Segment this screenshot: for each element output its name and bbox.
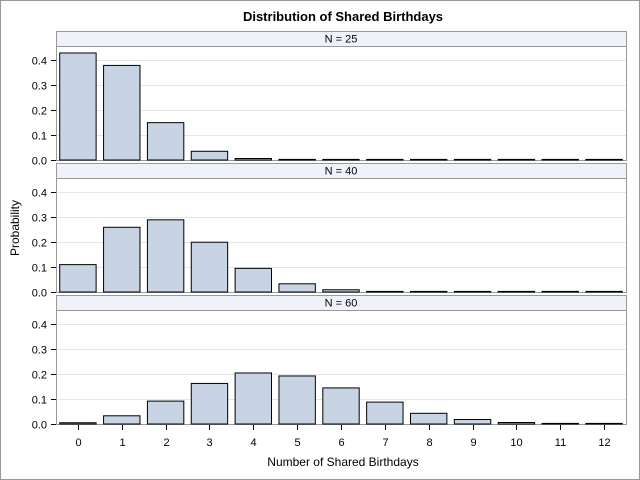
chart-title: Distribution of Shared Birthdays bbox=[243, 9, 443, 24]
bar bbox=[366, 290, 404, 293]
bar bbox=[453, 158, 492, 161]
bar bbox=[103, 226, 141, 293]
y-tick-label: 0.0 bbox=[32, 420, 47, 432]
x-tick-label: 9 bbox=[470, 437, 476, 449]
y-tick-label: 0.0 bbox=[32, 288, 47, 300]
bar bbox=[59, 264, 97, 293]
panel: N = 60 0.0 0.1 0.2 0.3 0.4 bbox=[32, 295, 627, 432]
bar bbox=[366, 158, 404, 161]
y-tick-label: 0.4 bbox=[32, 320, 47, 332]
panel-strip-label: N = 40 bbox=[325, 166, 358, 178]
y-tick-label: 0.2 bbox=[32, 370, 47, 382]
panel: N = 25 0.0 0.1 0.2 0.3 0.4 bbox=[32, 31, 627, 168]
x-tick-label: 6 bbox=[338, 437, 344, 449]
bar bbox=[190, 241, 229, 293]
x-tick-label: 0 bbox=[75, 437, 81, 449]
bar bbox=[190, 150, 229, 161]
bar bbox=[366, 401, 404, 425]
x-tick-label: 5 bbox=[294, 437, 300, 449]
bar bbox=[146, 400, 185, 425]
panels: N = 25 0.0 0.1 0.2 0.3 0.4 N = 40 0.0 0.1 0.2 0.3 0… bbox=[32, 31, 627, 432]
x-tick-label: 11 bbox=[555, 437, 566, 449]
y-tick-label: 0.1 bbox=[32, 131, 47, 143]
bar bbox=[59, 422, 97, 425]
panel-strip-label: N = 60 bbox=[325, 298, 358, 310]
panel-frame bbox=[56, 46, 627, 161]
y-tick-label: 0.4 bbox=[32, 56, 47, 68]
y-tick-label: 0.3 bbox=[32, 213, 47, 225]
x-tick-label: 12 bbox=[598, 437, 610, 449]
bar bbox=[234, 267, 273, 293]
bar bbox=[322, 387, 360, 425]
panel-frame bbox=[56, 310, 627, 425]
bar bbox=[190, 382, 229, 425]
bar bbox=[585, 290, 623, 293]
x-tick-label: 10 bbox=[510, 437, 522, 449]
x-tick-label: 1 bbox=[119, 437, 125, 449]
bar bbox=[146, 219, 185, 293]
bar bbox=[541, 158, 579, 161]
y-tick-label: 0.2 bbox=[32, 106, 47, 118]
bar bbox=[322, 289, 360, 293]
bar bbox=[585, 158, 623, 161]
bar bbox=[278, 283, 316, 293]
y-axis-label: Probability bbox=[8, 200, 22, 256]
x-tick-label: 3 bbox=[206, 437, 212, 449]
y-tick-label: 0.1 bbox=[32, 395, 47, 407]
bar bbox=[234, 158, 273, 161]
x-tick-label: 7 bbox=[382, 437, 388, 449]
y-tick-label: 0.0 bbox=[32, 156, 47, 168]
bar bbox=[103, 64, 141, 161]
bar bbox=[497, 422, 536, 425]
x-tick-label: 4 bbox=[250, 437, 256, 449]
bar bbox=[453, 419, 492, 425]
bar bbox=[409, 412, 448, 425]
bar bbox=[234, 372, 273, 425]
bar bbox=[541, 422, 579, 425]
y-tick-label: 0.1 bbox=[32, 263, 47, 275]
bar bbox=[146, 122, 185, 161]
x-axis: 0 1 2 3 4 5 6 7 8 9 10 11 12 bbox=[75, 425, 611, 449]
bar bbox=[409, 158, 448, 161]
bar bbox=[59, 52, 97, 161]
bar bbox=[497, 158, 536, 161]
x-tick-label: 2 bbox=[163, 437, 169, 449]
bar bbox=[322, 158, 360, 161]
bar bbox=[103, 415, 141, 425]
bar bbox=[278, 158, 316, 161]
y-tick-label: 0.4 bbox=[32, 188, 47, 200]
bar bbox=[278, 375, 316, 425]
y-tick-label: 0.3 bbox=[32, 345, 47, 357]
bar bbox=[585, 422, 623, 425]
x-tick-label: 8 bbox=[426, 437, 432, 449]
panel: N = 40 0.0 0.1 0.2 0.3 0.4 bbox=[32, 163, 627, 300]
bar bbox=[497, 290, 536, 293]
bar bbox=[541, 290, 579, 293]
bar bbox=[453, 290, 492, 293]
x-axis-label: Number of Shared Birthdays bbox=[267, 455, 418, 469]
y-tick-label: 0.3 bbox=[32, 81, 47, 93]
y-tick-label: 0.2 bbox=[32, 238, 47, 250]
bar bbox=[409, 290, 448, 293]
panel-strip-label: N = 25 bbox=[325, 34, 358, 46]
